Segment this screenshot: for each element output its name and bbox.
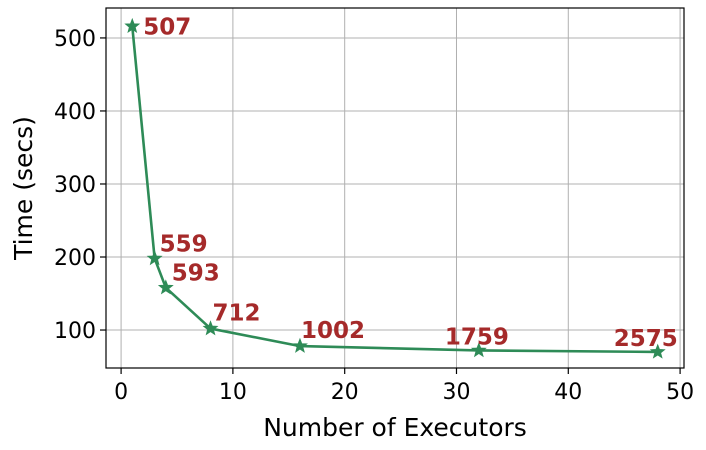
y-axis-label: Time (secs) bbox=[9, 116, 38, 261]
x-tick-label: 0 bbox=[114, 380, 128, 405]
x-tick-label: 20 bbox=[331, 380, 359, 405]
y-tick-label: 300 bbox=[54, 173, 96, 198]
y-tick-label: 200 bbox=[54, 246, 96, 271]
series-layer bbox=[130, 26, 658, 354]
data-point-label: 1759 bbox=[445, 324, 509, 350]
data-point-marker bbox=[202, 320, 219, 336]
data-point-label: 712 bbox=[213, 301, 261, 327]
grid bbox=[106, 8, 684, 368]
y-tick-label: 400 bbox=[54, 100, 96, 125]
data-point-marker bbox=[470, 342, 487, 358]
y-axis-ticks: 100 200 300 400 500 bbox=[54, 27, 106, 344]
data-point-marker bbox=[146, 250, 163, 266]
data-point-marker bbox=[649, 343, 666, 359]
x-tick-label: 50 bbox=[666, 380, 694, 405]
data-point-marker bbox=[124, 17, 141, 33]
plot-frame bbox=[105, 7, 685, 369]
data-point-label: 559 bbox=[160, 231, 208, 257]
x-tick-label: 40 bbox=[554, 380, 582, 405]
x-axis-ticks: 0 10 20 30 40 50 bbox=[114, 368, 694, 405]
point-labels-layer: 507 559 593 712 1002 1759 2575 bbox=[143, 14, 677, 352]
data-point-label: 2575 bbox=[614, 326, 678, 352]
series-line bbox=[130, 26, 658, 354]
markers-layer bbox=[124, 17, 666, 359]
data-point-marker bbox=[292, 337, 308, 353]
x-axis-label: Number of Executors bbox=[263, 413, 527, 442]
data-point-label: 1002 bbox=[301, 318, 365, 344]
data-point-label: 507 bbox=[143, 14, 191, 40]
data-point-marker bbox=[157, 279, 174, 295]
data-point-label: 593 bbox=[172, 261, 220, 287]
x-tick-label: 10 bbox=[219, 380, 247, 405]
y-tick-label: 100 bbox=[54, 319, 96, 344]
x-tick-label: 30 bbox=[442, 380, 470, 405]
y-tick-label: 500 bbox=[54, 27, 96, 52]
